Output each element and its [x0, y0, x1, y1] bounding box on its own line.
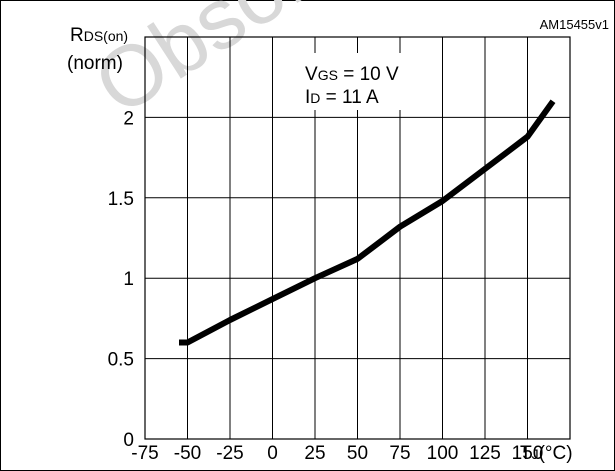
x-tick-labels: -75 -50 -25 0 25 50 75 100 125 150 — [131, 443, 543, 464]
x-tick-label: 150 — [512, 443, 544, 464]
x-tick-label: -75 — [131, 443, 158, 464]
y-tick-label: 0.5 — [108, 350, 134, 371]
y-tick-label: 2 — [123, 108, 134, 129]
annotation-vgs: VGS = 10 V — [305, 64, 399, 85]
annotation-box — [290, 53, 420, 110]
y-tick-label: 0 — [123, 430, 134, 451]
series-group — [179, 99, 556, 346]
x-tick-label: 75 — [389, 443, 410, 464]
x-tick-label: -25 — [216, 443, 243, 464]
series-line — [179, 99, 556, 346]
x-tick-label: 0 — [267, 443, 278, 464]
x-tick-label: -50 — [174, 443, 201, 464]
y-tick-label: 1 — [123, 269, 134, 290]
x-tick-label: 50 — [347, 443, 368, 464]
y-tick-labels: 0 0.5 1 1.5 2 — [108, 108, 134, 451]
y-axis-label: RDS(on) — [70, 25, 128, 46]
annotation-id: ID = 11 A — [305, 87, 379, 108]
y-axis-label-line2: (norm) — [67, 53, 123, 74]
x-tick-label: 25 — [304, 443, 325, 464]
x-tick-label: 100 — [427, 443, 459, 464]
y-tick-label: 1.5 — [108, 189, 134, 210]
x-axis-label: TJ(°C) — [520, 443, 573, 464]
x-tick-label: 125 — [469, 443, 501, 464]
figure-id: AM15455v1 — [540, 17, 609, 32]
